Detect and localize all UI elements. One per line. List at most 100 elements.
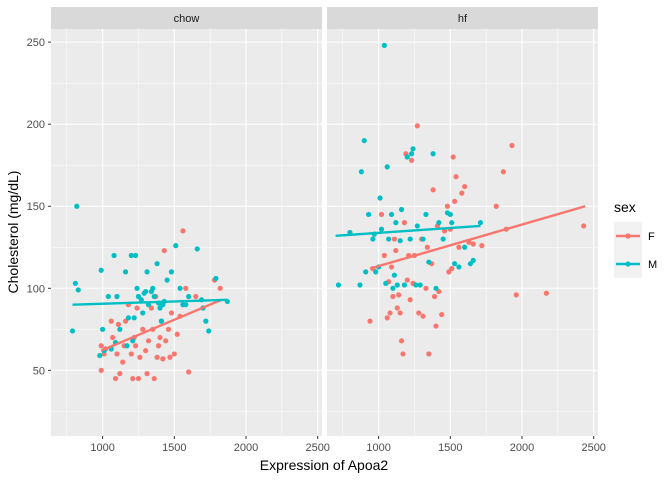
x-tick-label: 1500 [438, 442, 462, 454]
point-hf-M-40 [447, 211, 453, 218]
legend-entry-M: M [614, 250, 657, 278]
point-chow-F-29 [154, 354, 160, 360]
point-chow-M-39 [168, 269, 175, 275]
panel-hf: hf [327, 7, 598, 436]
point-chow-F-5 [110, 334, 116, 341]
point-hf-F-58 [581, 223, 587, 229]
facet-strip-label: hf [458, 13, 468, 25]
x-tick-label: 1500 [162, 442, 186, 454]
point-chow-M-50 [213, 275, 219, 282]
point-chow-M-2 [74, 203, 80, 209]
x-tick-label: 1000 [366, 442, 390, 454]
point-hf-M-29 [413, 282, 419, 288]
point-hf-M-23 [398, 206, 405, 213]
x-axis-hf: 1000 1500 2000 2500 [366, 436, 606, 454]
point-hf-M-21 [394, 282, 400, 288]
point-hf-M-44 [462, 244, 468, 250]
point-hf-F-7 [388, 264, 395, 270]
point-hf-F-52 [493, 203, 499, 209]
point-chow-M-21 [134, 285, 140, 291]
point-chow-F-39 [171, 351, 177, 357]
point-hf-M-42 [452, 261, 458, 267]
point-chow-F-9 [117, 371, 123, 377]
point-chow-M-23 [138, 297, 144, 303]
point-chow-F-47 [217, 285, 223, 291]
point-hf-M-33 [423, 211, 429, 218]
point-hf-M-22 [397, 238, 403, 244]
point-hf-M-16 [386, 236, 392, 242]
point-chow-F-23 [144, 371, 150, 377]
point-chow-M-35 [158, 318, 165, 324]
point-chow-M-6 [100, 326, 106, 332]
point-chow-M-17 [128, 252, 134, 259]
point-chow-M-5 [98, 267, 104, 273]
point-chow-M-49 [206, 328, 212, 334]
point-chow-F-20 [137, 354, 143, 360]
point-hf-M-5 [363, 269, 369, 275]
point-hf-F-47 [459, 190, 465, 196]
point-chow-M-1 [72, 280, 78, 286]
point-hf-M-31 [417, 282, 423, 288]
point-hf-F-33 [431, 293, 438, 300]
point-hf-M-9 [373, 269, 379, 275]
point-hf-F-51 [479, 243, 485, 249]
legend-key-point [625, 261, 631, 267]
point-chow-M-15 [124, 343, 130, 349]
point-hf-F-0 [367, 318, 373, 324]
y-tick-label: 100 [27, 283, 45, 295]
point-chow-M-26 [143, 288, 149, 295]
point-hf-M-26 [407, 236, 413, 242]
point-hf-F-37 [439, 311, 445, 318]
point-chow-M-4 [97, 352, 103, 359]
point-chow-F-24 [145, 338, 152, 344]
point-chow-M-13 [117, 326, 123, 332]
point-hf-F-57 [543, 290, 549, 296]
point-chow-M-44 [186, 293, 192, 300]
point-hf-F-8 [390, 293, 396, 300]
legend-key-point [625, 233, 631, 239]
point-hf-M-18 [390, 285, 396, 291]
point-chow-M-45 [194, 246, 200, 252]
point-chow-M-40 [173, 243, 179, 249]
point-chow-F-18 [134, 305, 140, 311]
point-chow-M-3 [75, 287, 81, 293]
x-tick-label: 2000 [234, 442, 258, 454]
point-hf-F-44 [452, 198, 458, 204]
point-chow-M-20 [132, 252, 139, 259]
point-hf-M-46 [470, 257, 476, 263]
point-hf-M-14 [383, 280, 389, 286]
x-tick-label: 2000 [510, 442, 534, 454]
facet-strip [327, 7, 598, 29]
point-hf-F-12 [396, 292, 402, 298]
point-chow-F-1 [98, 343, 104, 349]
point-hf-F-10 [393, 247, 399, 254]
point-hf-F-4 [384, 315, 390, 321]
point-hf-F-46 [456, 244, 462, 250]
point-chow-F-27 [151, 375, 157, 382]
x-tick-label: 1000 [90, 442, 114, 454]
y-tick-label: 250 [27, 37, 45, 49]
point-hf-M-20 [393, 220, 399, 226]
point-hf-F-29 [424, 244, 430, 250]
point-hf-M-11 [377, 195, 383, 201]
point-hf-F-3 [381, 252, 387, 259]
point-hf-M-12 [378, 226, 385, 232]
point-chow-M-0 [69, 328, 76, 334]
point-chow-M-27 [144, 269, 150, 275]
point-chow-F-40 [174, 331, 180, 337]
point-hf-F-48 [462, 183, 468, 190]
point-chow-F-7 [114, 351, 120, 357]
point-hf-F-32 [430, 187, 436, 193]
point-chow-F-17 [132, 343, 139, 349]
point-chow-F-31 [157, 334, 163, 341]
point-hf-M-0 [335, 282, 342, 288]
point-hf-F-20 [407, 297, 413, 303]
point-chow-F-21 [140, 326, 146, 332]
point-chow-F-34 [161, 247, 167, 254]
point-hf-F-34 [433, 323, 439, 329]
point-hf-M-38 [440, 236, 446, 242]
point-chow-M-14 [122, 269, 129, 275]
point-chow-F-37 [167, 354, 173, 360]
point-chow-M-18 [130, 338, 136, 344]
point-chow-M-12 [114, 293, 120, 300]
